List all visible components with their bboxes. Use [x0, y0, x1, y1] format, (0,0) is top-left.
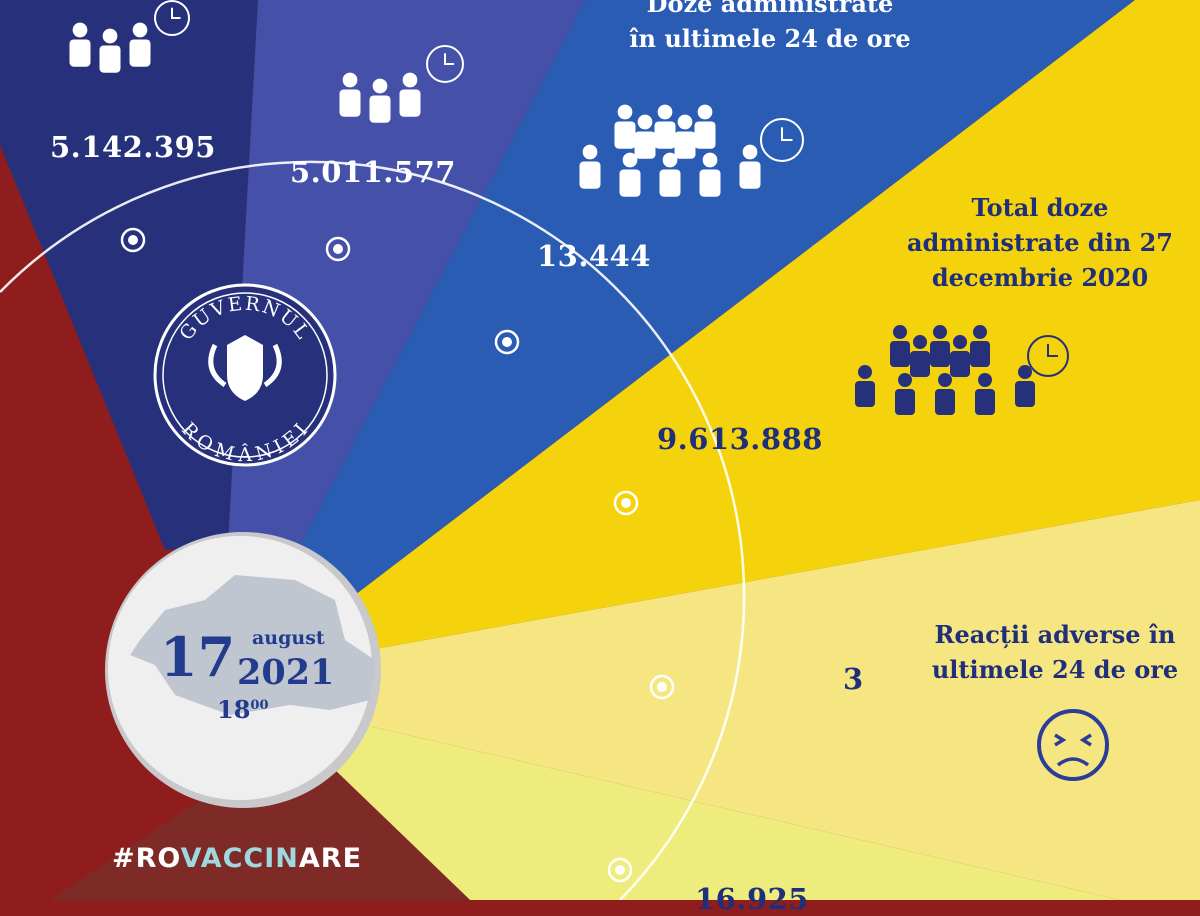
timeline-arc [0, 160, 746, 900]
timeline-dot [613, 490, 639, 516]
date-month: august [252, 627, 325, 649]
first-dose-value: 5.142.395 [50, 130, 216, 164]
crowd-clock-icon [579, 104, 804, 197]
people-clock-icon [339, 45, 464, 123]
timeline-dot [494, 329, 520, 355]
date-year: 2021 [237, 652, 335, 693]
crowd-clock-icon [855, 325, 1069, 415]
timeline-dot [120, 227, 146, 253]
date-time: 1800 [217, 695, 269, 724]
wedge-light-yellow [335, 725, 1120, 900]
second-dose-value: 5.011.577 [290, 155, 456, 189]
adverse-label: Reacții adverse în ultimele 24 de ore [931, 620, 1179, 684]
date-day: 17 [160, 625, 236, 689]
sad-face-icon [1037, 709, 1109, 781]
timeline-dots [120, 227, 675, 883]
timeline-dot [607, 857, 633, 883]
timeline-dot [649, 674, 675, 700]
date-badge [105, 532, 381, 808]
last24-value: 13.444 [537, 239, 651, 273]
adverse-value: 3 [843, 662, 864, 696]
people-clock-icon [69, 0, 190, 73]
wedge-yellow [355, 0, 1200, 650]
last24-label: Doze administrate în ultimele 24 de ore [629, 0, 911, 53]
total-label: Total doze administrate din 27 decembrie 2… [906, 193, 1173, 292]
bottom-value: 16.925 [695, 882, 809, 916]
hashtag: #ROVACCINARE [112, 843, 363, 874]
total-value: 9.613.888 [657, 422, 823, 456]
government-logo: GUVERNUL ROMÂNIEI [153, 283, 337, 467]
wedge-pale-yellow [365, 500, 1200, 900]
timeline-dot [325, 236, 351, 262]
wedge-blue [300, 0, 1135, 595]
wedge-dark-red [50, 770, 470, 900]
